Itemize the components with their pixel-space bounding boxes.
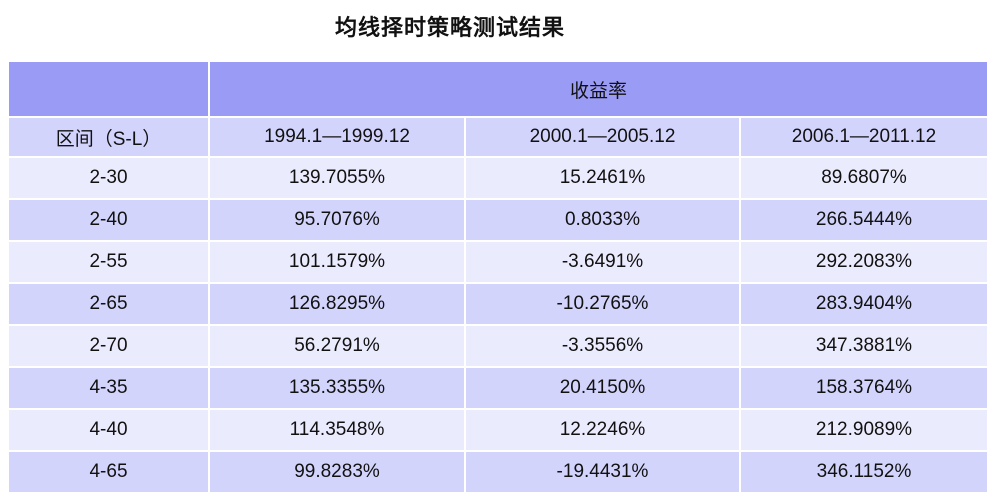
value-cell: -19.4431% [464, 450, 741, 494]
table-row: 4-65 99.8283% -19.4431% 346.1152% [7, 450, 989, 494]
table-row: 2-70 56.2791% -3.3556% 347.3881% [7, 324, 989, 368]
value-cell: 347.3881% [739, 324, 989, 368]
column-header: 1994.1—1999.12 [208, 116, 466, 158]
value-cell: 126.8295% [208, 282, 466, 326]
value-cell: 346.1152% [739, 450, 989, 494]
value-cell: 283.9404% [739, 282, 989, 326]
row-header-label: 区间（S-L） [7, 116, 210, 158]
value-cell: 99.8283% [208, 450, 466, 494]
value-cell: 139.7055% [208, 156, 466, 200]
table-row: 2-55 101.1579% -3.6491% 292.2083% [7, 240, 989, 284]
value-cell: 12.2246% [464, 408, 741, 452]
row-label-cell: 4-65 [7, 450, 210, 494]
value-cell: 114.3548% [208, 408, 466, 452]
value-cell: -3.3556% [464, 324, 741, 368]
row-label-cell: 2-40 [7, 198, 210, 242]
value-cell: 89.6807% [739, 156, 989, 200]
value-cell: -10.2765% [464, 282, 741, 326]
header-row-periods: 区间（S-L） 1994.1—1999.12 2000.1—2005.12 20… [7, 116, 989, 158]
row-label-cell: 2-30 [7, 156, 210, 200]
value-cell: 0.8033% [464, 198, 741, 242]
value-cell: 20.4150% [464, 366, 741, 410]
value-cell: 266.5444% [739, 198, 989, 242]
column-header: 2006.1—2011.12 [739, 116, 989, 158]
results-table: 收益率 区间（S-L） 1994.1—1999.12 2000.1—2005.1… [7, 60, 989, 494]
value-cell: 101.1579% [208, 240, 466, 284]
value-cell: 15.2461% [464, 156, 741, 200]
header-corner-cell [7, 60, 210, 118]
row-label-cell: 4-40 [7, 408, 210, 452]
value-cell: 95.7076% [208, 198, 466, 242]
table-row: 4-35 135.3355% 20.4150% 158.3764% [7, 366, 989, 410]
row-label-cell: 2-65 [7, 282, 210, 326]
header-row-metric: 收益率 [7, 60, 989, 118]
row-label-cell: 2-70 [7, 324, 210, 368]
value-cell: 158.3764% [739, 366, 989, 410]
row-label-cell: 2-55 [7, 240, 210, 284]
table-row: 2-30 139.7055% 15.2461% 89.6807% [7, 156, 989, 200]
table-title: 均线择时策略测试结果 [334, 16, 565, 41]
table-row: 4-40 114.3548% 12.2246% 212.9089% [7, 408, 989, 452]
table-row: 2-40 95.7076% 0.8033% 266.5444% [7, 198, 989, 242]
metric-header: 收益率 [208, 60, 989, 118]
value-cell: 56.2791% [208, 324, 466, 368]
column-header: 2000.1—2005.12 [464, 116, 741, 158]
table-row: 2-65 126.8295% -10.2765% 283.9404% [7, 282, 989, 326]
value-cell: -3.6491% [464, 240, 741, 284]
value-cell: 212.9089% [739, 408, 989, 452]
value-cell: 135.3355% [208, 366, 466, 410]
value-cell: 292.2083% [739, 240, 989, 284]
row-label-cell: 4-35 [7, 366, 210, 410]
